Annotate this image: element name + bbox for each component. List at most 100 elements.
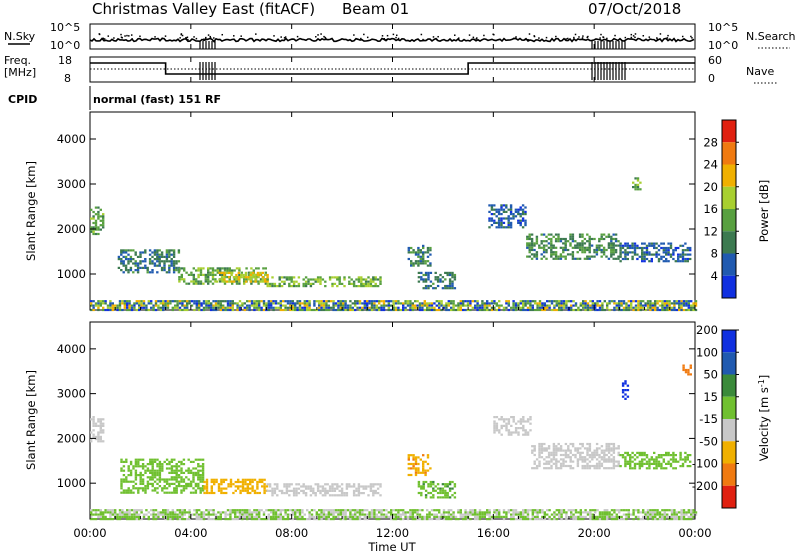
heatmap-cell	[471, 513, 474, 516]
heatmap-cell	[669, 242, 673, 245]
heatmap-cell	[150, 306, 153, 309]
heatmap-cell	[637, 308, 640, 312]
heatmap-cell	[142, 300, 146, 303]
heatmap-cell	[495, 208, 498, 211]
heatmap-cell	[375, 513, 378, 516]
heatmap-cell	[514, 431, 518, 434]
heatmap-cell	[207, 269, 210, 272]
heatmap-cell	[139, 478, 142, 481]
heatmap-cell	[564, 244, 567, 247]
heatmap-cell	[626, 389, 630, 392]
heatmap-cell	[603, 513, 606, 516]
heatmap-cell	[490, 213, 494, 216]
heatmap-cell	[92, 433, 95, 436]
heatmap-cell	[526, 518, 530, 521]
heatmap-cell	[250, 300, 254, 303]
colorbar-segment	[722, 186, 736, 209]
heatmap-cell	[201, 471, 205, 474]
heatmap-cell	[380, 509, 383, 512]
heatmap-cell	[570, 513, 573, 516]
heatmap-cell	[619, 249, 622, 252]
heatmap-cell	[358, 518, 362, 521]
heatmap-cell	[674, 458, 677, 461]
heatmap-cell	[322, 302, 326, 305]
heatmap-cell	[367, 276, 370, 279]
heatmap-cell	[574, 447, 577, 450]
heatmap-cell	[488, 304, 491, 307]
heatmap-cell	[135, 513, 138, 516]
heatmap-cell	[369, 285, 373, 288]
heatmap-cell	[168, 471, 171, 474]
heatmap-cell	[92, 424, 95, 427]
heatmap-cell	[199, 273, 203, 276]
heatmap-cell	[153, 474, 157, 477]
heatmap-cell	[600, 237, 603, 241]
heatmap-cell	[572, 509, 575, 512]
heatmap-cell	[151, 465, 154, 468]
heatmap-cell	[565, 300, 568, 303]
heatmap-cell	[116, 518, 119, 521]
heatmap-cell	[554, 240, 558, 243]
heatmap-cell	[429, 467, 432, 470]
heatmap-cell	[673, 306, 676, 309]
heatmap-cell	[380, 308, 383, 312]
heatmap-cell	[177, 485, 181, 488]
colorbar-segment	[722, 419, 736, 442]
heatmap-cell	[645, 253, 649, 256]
heatmap-cell	[420, 271, 423, 274]
heatmap-cell	[342, 300, 345, 303]
heatmap-cell	[457, 509, 460, 512]
heatmap-cell	[420, 494, 423, 497]
heatmap-cell	[176, 513, 179, 516]
noise-search-dot	[533, 35, 535, 37]
heatmap-cell	[584, 302, 587, 305]
noise-search-dot	[128, 35, 130, 37]
heatmap-cell	[558, 300, 561, 303]
heatmap-cell	[210, 513, 213, 516]
heatmap-cell	[351, 302, 354, 305]
heatmap-cell	[434, 278, 437, 281]
heatmap-cell	[490, 219, 494, 222]
heatmap-cell	[445, 515, 448, 518]
noise-search-dot	[107, 35, 110, 37]
heatmap-cell	[514, 511, 518, 514]
heatmap-cell	[634, 308, 638, 312]
heatmap-cell	[441, 496, 445, 499]
noise-search-dot	[659, 33, 662, 35]
heatmap-cell	[541, 518, 544, 521]
heatmap-cell	[412, 251, 415, 254]
heatmap-cell	[134, 469, 138, 472]
heatmap-cell	[118, 308, 122, 312]
heatmap-cell	[215, 480, 218, 484]
heatmap-cell	[208, 491, 211, 495]
heatmap-cell	[550, 513, 554, 516]
heatmap-cell	[406, 304, 410, 307]
heatmap-cell	[397, 509, 400, 512]
heatmap-cell	[448, 284, 452, 288]
heatmap-cell	[180, 463, 183, 466]
heatmap-cell	[498, 511, 501, 514]
heatmap-cell	[634, 304, 638, 307]
heatmap-cell	[678, 518, 681, 521]
noise-search-dot	[130, 34, 133, 36]
heatmap-cell	[376, 278, 380, 281]
heatmap-cell	[689, 253, 692, 256]
heatmap-cell	[424, 469, 427, 472]
heatmap-cell	[416, 518, 419, 521]
heatmap-cell	[548, 509, 551, 512]
heatmap-cell	[118, 511, 122, 514]
heatmap-cell	[220, 489, 223, 492]
heatmap-cell	[429, 246, 432, 250]
heatmap-cell	[495, 424, 499, 427]
heatmap-cell	[274, 302, 278, 305]
heatmap-cell	[689, 465, 692, 468]
heatmap-cell	[322, 513, 326, 516]
heatmap-cell	[144, 258, 147, 261]
heatmap-cell	[546, 300, 549, 303]
noise-search-dot	[642, 35, 645, 37]
heatmap-cell	[200, 518, 203, 521]
heatmap-cell	[529, 416, 532, 419]
heatmap-cell	[362, 492, 365, 495]
heatmap-cell	[249, 271, 252, 274]
heatmap-cell	[183, 511, 186, 514]
